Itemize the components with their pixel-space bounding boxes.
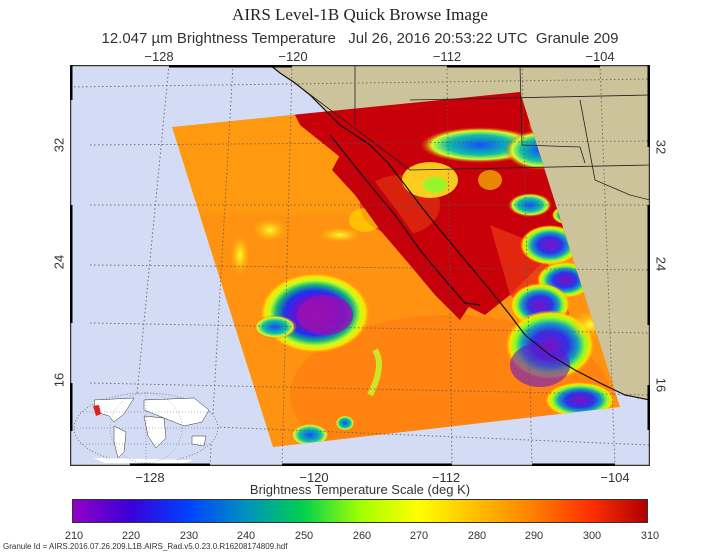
colorbar-tick: 290: [524, 530, 544, 542]
colorbar-tick: 230: [179, 530, 199, 542]
colorbar-tick: 310: [640, 530, 660, 542]
colorbar: [72, 499, 648, 523]
lon-tick-top: −104: [585, 49, 615, 64]
lon-tick-bottom: −120: [299, 470, 329, 485]
lon-tick-bottom: −104: [600, 470, 630, 485]
lat-tick-left: 32: [51, 137, 67, 153]
page-subtitle: 12.047 µm Brightness Temperature Jul 26,…: [101, 30, 619, 47]
lat-tick-left: 24: [51, 254, 67, 270]
granule-id: Granule Id = AIRS.2016.07.26.209.L1B.AIR…: [3, 542, 288, 551]
page-title: AIRS Level-1B Quick Browse Image: [232, 5, 488, 24]
colorbar-tick: 270: [409, 530, 429, 542]
lon-tick-top: −128: [144, 49, 174, 64]
colorbar-tick: 210: [64, 530, 84, 542]
lat-tick-right: 16: [653, 377, 669, 393]
colorbar-tick: 280: [467, 530, 487, 542]
lon-tick-bottom: −112: [431, 470, 461, 485]
colorbar-tick: 220: [121, 530, 141, 542]
lat-tick-right: 32: [653, 139, 669, 155]
lat-tick-right: 24: [653, 256, 669, 272]
colorbar-tick: 300: [582, 530, 602, 542]
lon-tick-bottom: −128: [135, 470, 165, 485]
colorbar-tick: 260: [352, 530, 372, 542]
brightness-temperature-map: [70, 65, 650, 466]
lon-tick-top: −112: [432, 49, 462, 64]
colorbar-tick: 250: [294, 530, 314, 542]
colorbar-label: Brightness Temperature Scale (deg K): [249, 482, 471, 497]
colorbar-tick: 240: [236, 530, 256, 542]
inset-location-marker: [93, 405, 101, 416]
inset-globe: [73, 392, 219, 464]
lon-tick-top: −120: [278, 49, 308, 64]
lat-tick-left: 16: [51, 372, 67, 388]
